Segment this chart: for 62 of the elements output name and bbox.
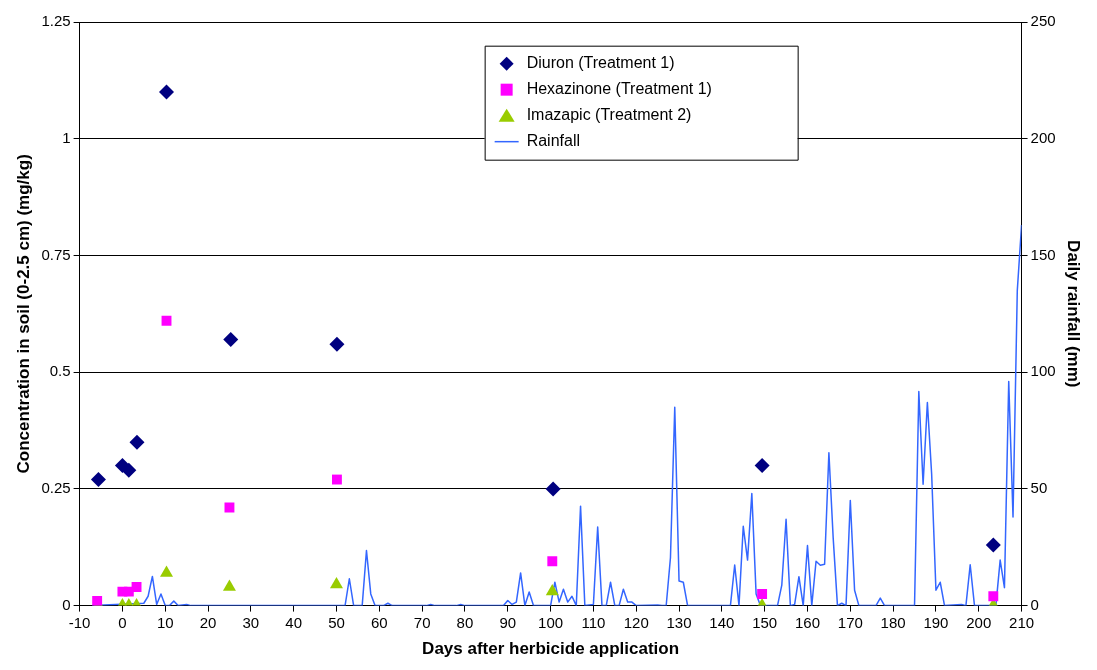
point xyxy=(988,591,999,602)
x-tick-label: 130 xyxy=(666,613,692,631)
x-axis-title: Days after herbicide application xyxy=(422,639,680,659)
y2-axis-title: Daily rainfall (mm) xyxy=(1064,240,1084,388)
x-tick-label: 160 xyxy=(794,613,820,631)
x-tick-label: 180 xyxy=(880,613,906,631)
y2-tick-label: 50 xyxy=(1030,479,1048,497)
x-tick-label: 190 xyxy=(923,613,949,631)
point xyxy=(161,315,172,326)
point xyxy=(224,502,235,513)
legend-label: Imazapic (Treatment 2) xyxy=(526,106,692,124)
x-tick-label: 70 xyxy=(413,613,431,631)
y-tick-label: 0.75 xyxy=(41,245,71,263)
point xyxy=(757,588,768,599)
y2-tick-label: 250 xyxy=(1030,12,1056,30)
y2-tick-label: 150 xyxy=(1030,245,1056,263)
point xyxy=(129,434,145,450)
x-tick-label: 90 xyxy=(499,613,517,631)
y-tick-label: 0.5 xyxy=(49,362,71,380)
y2-tick-label: 100 xyxy=(1030,362,1056,380)
point xyxy=(222,579,236,591)
point xyxy=(329,336,345,352)
legend-label: Rainfall xyxy=(526,132,580,150)
legend-label: Diuron (Treatment 1) xyxy=(526,54,675,72)
x-tick-label: 40 xyxy=(285,613,303,631)
x-tick-label: 0 xyxy=(118,613,127,631)
x-tick-label: 50 xyxy=(328,613,345,631)
x-tick-label: 100 xyxy=(538,613,564,631)
x-tick-label: 30 xyxy=(242,613,260,631)
y-tick-label: 0 xyxy=(62,595,71,613)
x-tick-label: 10 xyxy=(156,613,174,631)
y-tick-label: 1.25 xyxy=(41,12,71,30)
x-tick-label: 110 xyxy=(581,613,606,631)
x-tick-label: 150 xyxy=(752,613,778,631)
y-axis-title: Concentration in soil (0-2.5 cm) (mg/kg) xyxy=(13,154,33,474)
point xyxy=(223,331,239,347)
point xyxy=(330,577,343,589)
point xyxy=(754,458,770,474)
x-tick-label: 200 xyxy=(966,613,992,631)
y2-tick-label: 0 xyxy=(1030,595,1039,613)
point xyxy=(131,581,142,592)
x-tick-label: 210 xyxy=(1009,613,1035,631)
x-tick-label: 120 xyxy=(623,613,649,631)
point xyxy=(985,537,1001,553)
point xyxy=(160,565,174,577)
point xyxy=(331,474,342,485)
y2-tick-label: 200 xyxy=(1030,128,1056,146)
y-tick-label: 0.25 xyxy=(41,479,71,497)
x-tick-label: 80 xyxy=(456,613,474,631)
point xyxy=(545,584,559,596)
point xyxy=(547,556,558,567)
y-tick-label: 1 xyxy=(62,128,71,146)
point xyxy=(159,84,175,100)
x-tick-label: 20 xyxy=(199,613,217,631)
x-tick-label: 170 xyxy=(837,613,863,631)
legend-label: Hexazinone (Treatment 1) xyxy=(526,80,712,98)
point xyxy=(545,481,561,497)
x-tick-label: -10 xyxy=(68,613,91,631)
point xyxy=(121,462,137,478)
x-tick-label: 140 xyxy=(709,613,735,631)
x-tick-label: 60 xyxy=(370,613,388,631)
point xyxy=(90,472,106,488)
